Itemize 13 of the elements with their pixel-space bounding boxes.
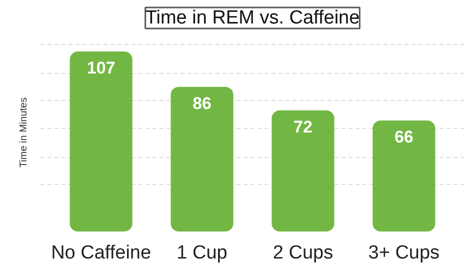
x-tick-label: No Caffeine: [51, 242, 152, 264]
y-axis-title: Time in Minutes: [18, 97, 30, 168]
data-label: 72: [294, 117, 312, 136]
bar: [372, 120, 436, 232]
data-label: 86: [192, 94, 212, 113]
bar: [170, 86, 234, 232]
bar: [70, 52, 132, 232]
data-label: 66: [394, 127, 414, 146]
x-tick-label: 2 Cups: [272, 242, 334, 264]
data-label: 107: [86, 58, 116, 78]
bar: [272, 110, 334, 232]
x-tick-label: 1 Cup: [176, 242, 228, 264]
x-tick-label: 3+ Cups: [368, 242, 440, 264]
